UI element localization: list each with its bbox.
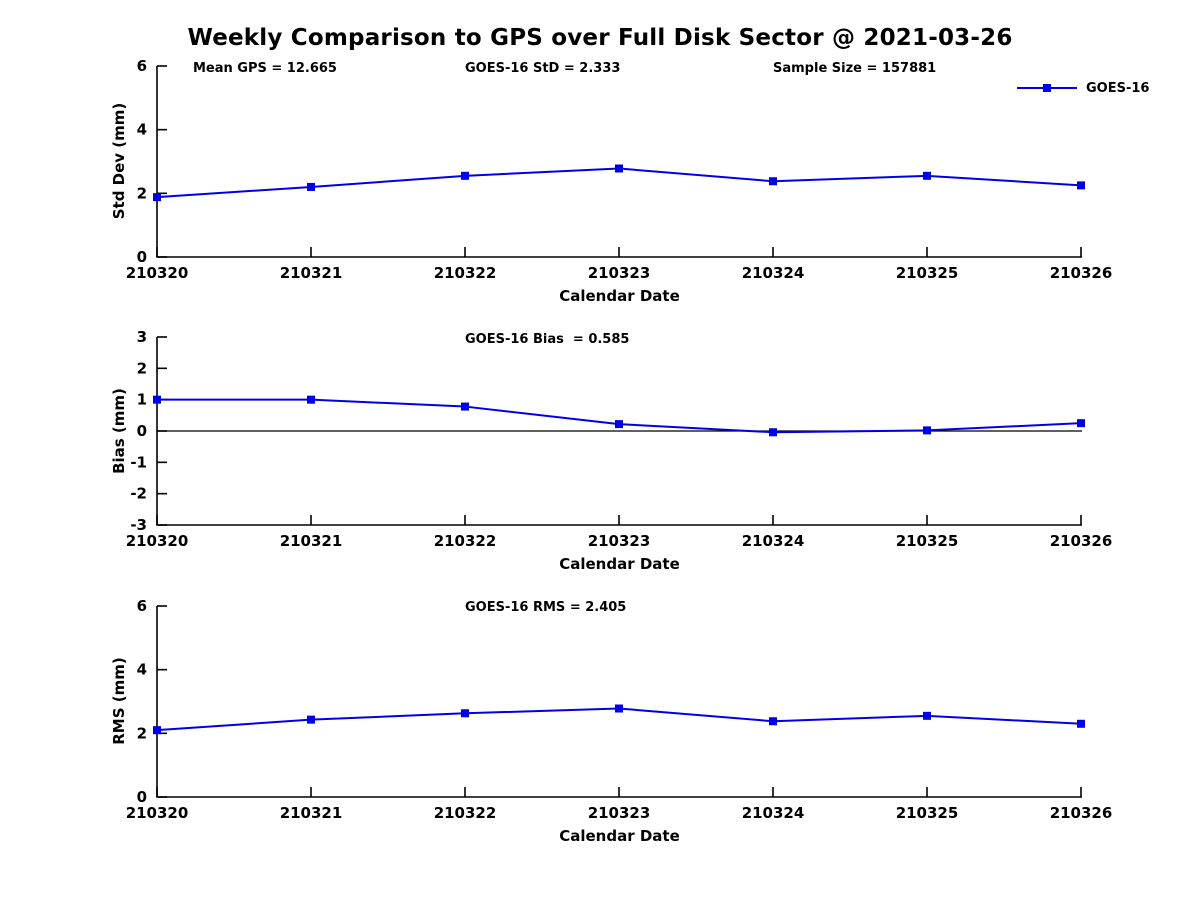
y-tick-label: -1 xyxy=(130,453,147,471)
x-tick-label: 210324 xyxy=(742,804,805,822)
data-point-marker xyxy=(1077,719,1085,728)
y-tick-label: 2 xyxy=(137,359,147,377)
data-point-marker xyxy=(769,717,777,726)
x-tick-label: 210321 xyxy=(280,804,343,822)
legend: GOES-16 xyxy=(1016,80,1196,96)
series-line-goes-16 xyxy=(156,167,1082,199)
data-point-marker xyxy=(307,182,315,191)
annotation-goes-bias: GOES-16 Bias = 0.585 xyxy=(465,332,630,347)
y-tick-label: 2 xyxy=(137,184,147,202)
annotation-sample-size: Sample Size = 157881 xyxy=(773,61,937,76)
x-tick-label: 210320 xyxy=(126,804,189,822)
y-tick-label: -2 xyxy=(130,485,147,503)
data-point-marker xyxy=(1077,181,1085,190)
data-point-marker xyxy=(307,395,315,404)
data-point-marker xyxy=(769,428,777,437)
legend-line-marker-icon xyxy=(1017,84,1077,92)
x-tick-label: 210322 xyxy=(434,804,497,822)
x-tick-label: 210323 xyxy=(588,532,651,550)
x-tick-label: 210325 xyxy=(896,532,959,550)
x-tick-label: 210321 xyxy=(280,532,343,550)
x-axis-label-top: Calendar Date xyxy=(559,287,680,305)
y-tick-label: 0 xyxy=(137,422,147,440)
x-tick-label: 210325 xyxy=(896,264,959,282)
x-tick-label: 210322 xyxy=(434,264,497,282)
y-tick-label: 6 xyxy=(137,57,147,75)
x-axis-label-middle: Calendar Date xyxy=(559,555,680,573)
x-tick-label: 210326 xyxy=(1050,532,1113,550)
data-point-marker xyxy=(153,395,161,404)
x-tick-label: 210322 xyxy=(434,532,497,550)
annotation-goes-std: GOES-16 StD = 2.333 xyxy=(465,61,621,76)
data-point-marker xyxy=(923,171,931,180)
x-tick-label: 210320 xyxy=(126,264,189,282)
data-point-marker xyxy=(769,177,777,186)
data-point-marker xyxy=(461,709,469,718)
x-tick-label: 210325 xyxy=(896,804,959,822)
legend-label: GOES-16 xyxy=(1086,81,1150,96)
x-tick-label: 210323 xyxy=(588,804,651,822)
x-tick-label: 210324 xyxy=(742,532,805,550)
x-tick-label: 210321 xyxy=(280,264,343,282)
x-tick-label: 210320 xyxy=(126,532,189,550)
y-tick-label: 4 xyxy=(137,661,147,679)
x-tick-label: 210326 xyxy=(1050,804,1113,822)
data-point-marker xyxy=(153,726,161,735)
y-tick-label: 0 xyxy=(137,788,147,806)
y-tick-label: 2 xyxy=(137,724,147,742)
y-tick-label: -3 xyxy=(130,516,147,534)
data-point-marker xyxy=(615,420,623,429)
annotation-goes-rms: GOES-16 RMS = 2.405 xyxy=(465,600,627,615)
annotation-mean-gps: Mean GPS = 12.665 xyxy=(193,61,337,76)
y-tick-label: 4 xyxy=(137,121,147,139)
y-tick-label: 0 xyxy=(137,248,147,266)
y-axis-label-rms: RMS (mm) xyxy=(110,657,128,745)
data-point-marker xyxy=(307,715,315,724)
y-axis-label-std-dev: Std Dev (mm) xyxy=(110,102,128,220)
y-tick-label: 3 xyxy=(137,328,147,346)
data-point-marker xyxy=(1077,419,1085,428)
y-axis-label-bias: Bias (mm) xyxy=(110,388,128,474)
y-tick-label: 6 xyxy=(137,597,147,615)
data-point-marker xyxy=(461,171,469,180)
x-tick-label: 210326 xyxy=(1050,264,1113,282)
x-tick-label: 210323 xyxy=(588,264,651,282)
x-tick-label: 210324 xyxy=(742,264,805,282)
x-axis-label-bottom: Calendar Date xyxy=(559,827,680,845)
data-point-marker xyxy=(923,711,931,720)
data-point-marker xyxy=(923,426,931,435)
data-point-marker xyxy=(461,402,469,411)
y-tick-label: 1 xyxy=(137,391,147,409)
data-point-marker xyxy=(615,164,623,173)
data-point-marker xyxy=(615,704,623,713)
data-point-marker xyxy=(153,193,161,202)
figure-title: Weekly Comparison to GPS over Full Disk … xyxy=(187,25,1013,51)
